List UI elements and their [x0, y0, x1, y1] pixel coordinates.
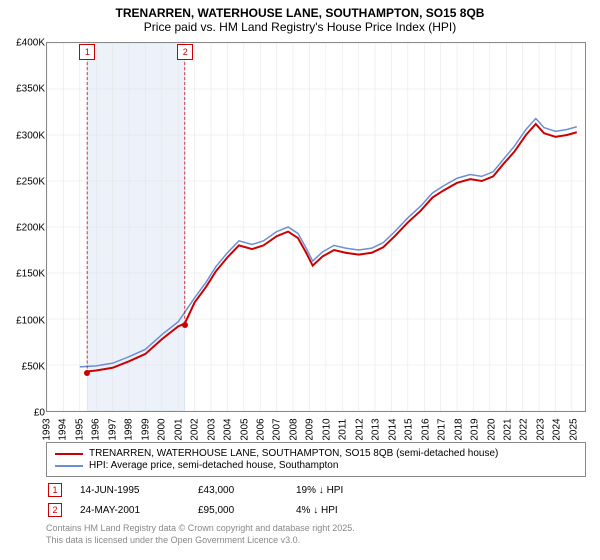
y-axis-label: £400K	[3, 38, 45, 49]
x-axis-label: 2001	[173, 418, 184, 440]
x-axis-label: 2014	[387, 418, 398, 440]
sale-dot	[182, 322, 188, 328]
y-axis-label: £100K	[3, 315, 45, 326]
sale-dot	[84, 370, 90, 376]
chart-plot-area: £0£50K£100K£150K£200K£250K£300K£350K£400…	[46, 42, 586, 412]
sale-marker-box: 2	[177, 44, 193, 60]
x-axis-label: 2020	[486, 418, 497, 440]
x-axis-label: 1999	[140, 418, 151, 440]
x-axis-label: 2013	[371, 418, 382, 440]
x-axis-label: 2011	[338, 419, 349, 441]
y-axis-label: £200K	[3, 223, 45, 234]
title-line1: TRENARREN, WATERHOUSE LANE, SOUTHAMPTON,…	[0, 6, 600, 20]
sale-row-delta: 4% ↓ HPI	[296, 505, 338, 516]
sale-row-date: 24-MAY-2001	[80, 505, 180, 516]
sale-row-date: 14-JUN-1995	[80, 485, 180, 496]
y-axis-label: £250K	[3, 176, 45, 187]
x-axis-label: 2006	[256, 418, 267, 440]
legend-and-footer: TRENARREN, WATERHOUSE LANE, SOUTHAMPTON,…	[46, 442, 586, 546]
x-axis-label: 1995	[74, 418, 85, 440]
x-axis-label: 2018	[453, 418, 464, 440]
x-axis-label: 2016	[420, 418, 431, 440]
x-axis-label: 2021	[502, 418, 513, 440]
y-axis-label: £350K	[3, 84, 45, 95]
sale-row-delta: 19% ↓ HPI	[296, 485, 343, 496]
x-axis-label: 2017	[437, 418, 448, 440]
x-axis-label: 1998	[124, 418, 135, 440]
x-axis-label: 2019	[470, 418, 481, 440]
legend-row: HPI: Average price, semi-detached house,…	[55, 460, 577, 471]
y-axis-label: £300K	[3, 130, 45, 141]
license-line1: Contains HM Land Registry data © Crown c…	[46, 523, 586, 535]
legend-box: TRENARREN, WATERHOUSE LANE, SOUTHAMPTON,…	[46, 442, 586, 477]
x-axis-label: 1994	[58, 418, 69, 440]
license-line2: This data is licensed under the Open Gov…	[46, 535, 586, 547]
x-axis-label: 1996	[91, 418, 102, 440]
sales-table: 1 14-JUN-1995 £43,000 19% ↓ HPI 2 24-MAY…	[46, 483, 586, 517]
y-axis-label: £150K	[3, 269, 45, 280]
x-axis-label: 2000	[157, 418, 168, 440]
sale-row-price: £95,000	[198, 505, 278, 516]
sale-marker-box: 1	[79, 44, 95, 60]
sale-row-marker: 2	[48, 503, 62, 517]
legend-label: HPI: Average price, semi-detached house,…	[89, 460, 338, 471]
title-line2: Price paid vs. HM Land Registry's House …	[0, 20, 600, 34]
x-axis-label: 1993	[42, 418, 53, 440]
x-axis-label: 2009	[305, 418, 316, 440]
y-axis-label: £0	[3, 408, 45, 419]
x-axis-label: 2025	[568, 418, 579, 440]
chart-container: TRENARREN, WATERHOUSE LANE, SOUTHAMPTON,…	[0, 0, 600, 560]
x-axis-label: 2010	[321, 418, 332, 440]
x-axis-label: 2003	[206, 418, 217, 440]
x-axis-label: 2012	[354, 418, 365, 440]
y-axis-label: £50K	[3, 361, 45, 372]
x-axis-label: 2024	[552, 418, 563, 440]
x-axis-label: 2007	[272, 418, 283, 440]
legend-swatch	[55, 453, 83, 455]
sale-row-price: £43,000	[198, 485, 278, 496]
license-text: Contains HM Land Registry data © Crown c…	[46, 523, 586, 546]
sale-row: 2 24-MAY-2001 £95,000 4% ↓ HPI	[46, 503, 586, 517]
title-block: TRENARREN, WATERHOUSE LANE, SOUTHAMPTON,…	[0, 0, 600, 36]
x-axis-label: 2004	[223, 418, 234, 440]
legend-label: TRENARREN, WATERHOUSE LANE, SOUTHAMPTON,…	[89, 448, 498, 459]
x-axis-label: 2008	[288, 418, 299, 440]
x-axis-label: 2023	[535, 418, 546, 440]
x-axis-label: 2022	[519, 418, 530, 440]
x-axis-label: 2005	[239, 418, 250, 440]
x-axis-label: 2015	[404, 418, 415, 440]
chart-svg	[47, 43, 585, 411]
legend-row: TRENARREN, WATERHOUSE LANE, SOUTHAMPTON,…	[55, 448, 577, 459]
x-axis-label: 1997	[107, 418, 118, 440]
x-axis-label: 2002	[190, 418, 201, 440]
sale-row: 1 14-JUN-1995 £43,000 19% ↓ HPI	[46, 483, 586, 497]
sale-row-marker: 1	[48, 483, 62, 497]
legend-swatch	[55, 465, 83, 467]
